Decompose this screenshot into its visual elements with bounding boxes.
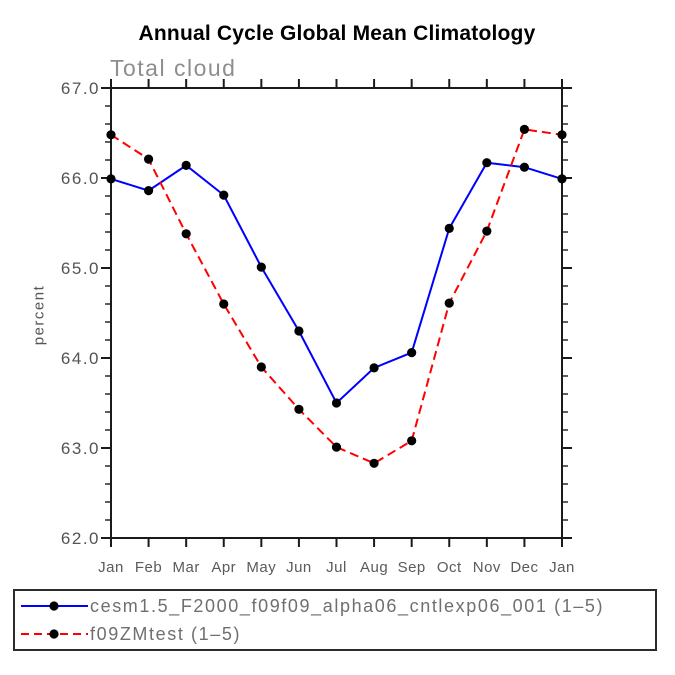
data-point-marker (407, 436, 417, 446)
legend-line-sample-solid (21, 601, 88, 611)
data-point-marker (143, 154, 154, 164)
x-tick-label: Jul (326, 559, 347, 576)
legend-label: f09ZMtest (1–5) (90, 623, 242, 644)
data-point-marker (482, 226, 492, 236)
y-tick-label: 63.0 (61, 439, 100, 458)
data-point-marker (256, 362, 266, 372)
y-tick-label: 67.0 (61, 79, 100, 98)
data-point-marker (181, 229, 191, 239)
x-tick-label: Nov (473, 559, 501, 576)
legend-sample-marker (49, 601, 59, 611)
legend-sample-marker (49, 629, 59, 639)
x-tick-label: Jan (549, 559, 575, 576)
x-tick-label: Sep (398, 559, 426, 576)
data-point-marker (181, 160, 191, 170)
legend-item-f09zmtest: f09ZMtest (1–5) (20, 622, 655, 646)
data-point-marker (407, 348, 417, 358)
x-tick-label: Dec (510, 559, 538, 576)
data-point-marker (143, 186, 154, 196)
data-point-marker (444, 298, 454, 308)
x-tick-label: Jun (286, 559, 312, 576)
series-line-solid (110, 161, 563, 405)
legend-item-cesm: cesm1.5_F2000_f09f09_alpha06_cntlexp06_0… (20, 594, 655, 618)
data-point-marker (331, 398, 342, 408)
data-point-marker (519, 124, 530, 134)
x-tick-label: Mar (172, 559, 199, 576)
data-point-marker (519, 162, 530, 172)
data-point-marker (106, 174, 116, 184)
plot-frame (110, 87, 563, 539)
x-tick-label: Apr (211, 559, 236, 576)
x-tick-label: Feb (135, 559, 162, 576)
data-point-marker (294, 326, 304, 336)
x-tick-label: Jan (98, 559, 124, 576)
data-point-marker (219, 190, 229, 200)
data-point-marker (106, 130, 116, 140)
data-point-marker (557, 174, 567, 184)
chart-subtitle: Total cloud (110, 55, 237, 81)
data-point-marker (369, 363, 379, 373)
legend-box: cesm1.5_F2000_f09f09_alpha06_cntlexp06_0… (13, 589, 657, 651)
data-point-marker (482, 158, 492, 168)
series-line-dashed (110, 128, 563, 465)
y-tick-label: 65.0 (61, 259, 100, 278)
chart-title: Annual Cycle Global Mean Climatology (138, 22, 536, 45)
data-point-marker (369, 458, 379, 468)
legend-line-sample-dashed (21, 629, 88, 639)
y-tick-label: 62.0 (61, 529, 100, 548)
x-tick-label: May (246, 559, 276, 576)
y-tick-label: 64.0 (61, 349, 100, 368)
data-point-marker (294, 404, 304, 414)
x-tick-label: Aug (360, 559, 388, 576)
data-point-marker (256, 262, 266, 272)
data-point-marker (444, 223, 454, 233)
legend-label: cesm1.5_F2000_f09f09_alpha06_cntlexp06_0… (90, 595, 605, 616)
data-point-marker (331, 442, 342, 452)
data-point-marker (219, 299, 229, 309)
data-point-marker (557, 130, 567, 140)
y-tick-label: 66.0 (61, 169, 100, 188)
x-tick-label: Oct (437, 559, 462, 576)
